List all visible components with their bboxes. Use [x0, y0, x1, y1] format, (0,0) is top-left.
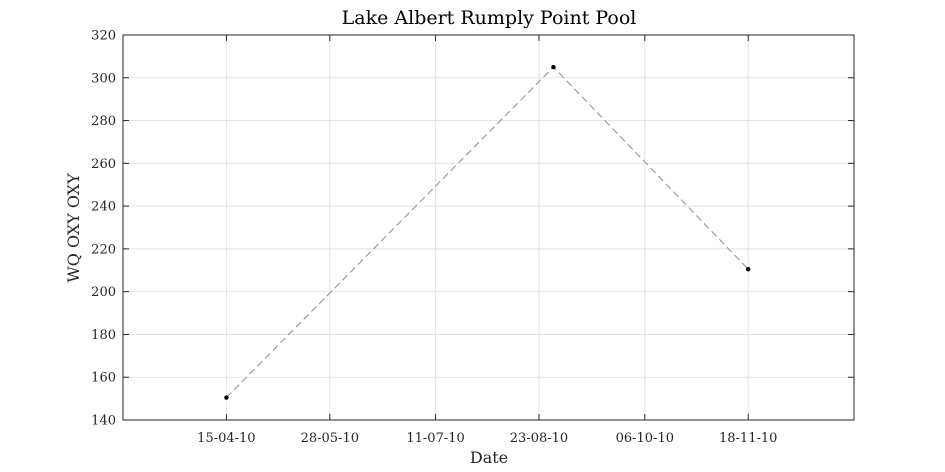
y-tick-label: 220 — [91, 242, 116, 257]
y-tick-label: 160 — [91, 371, 116, 386]
x-axis-label: Date — [470, 448, 508, 467]
grid — [123, 34, 854, 421]
x-tick-label: 06-10-10 — [616, 431, 674, 446]
data-point — [224, 395, 229, 400]
y-tick-label: 320 — [91, 29, 116, 44]
data-point — [745, 267, 751, 272]
y-tick-label: 260 — [91, 157, 116, 172]
x-tick-label: 23-08-10 — [510, 431, 568, 446]
y-tick-label: 180 — [91, 328, 116, 343]
y-tick-label: 200 — [91, 285, 116, 300]
y-axis-label: WQ OXY OXY — [64, 173, 83, 283]
series-line — [226, 66, 749, 398]
y-tick-label: 280 — [91, 114, 116, 129]
y-tick-label: 240 — [91, 200, 116, 215]
data-point — [551, 64, 556, 70]
y-tick-label: 140 — [91, 414, 116, 429]
y-tick-label: 300 — [91, 71, 116, 86]
x-tick-label: 28-05-10 — [301, 431, 359, 446]
series — [224, 64, 751, 400]
x-tick-label: 11-07-10 — [406, 431, 464, 446]
plot-frame — [122, 34, 855, 421]
x-tick-label: 18-11-10 — [719, 431, 777, 446]
chart-title: Lake Albert Rumply Point Pool — [342, 7, 637, 29]
x-tick-label: 15-04-10 — [197, 431, 255, 446]
axes: 140 160 180 200 220 240 260 280 300 320 15-04-10 28… — [91, 29, 855, 446]
